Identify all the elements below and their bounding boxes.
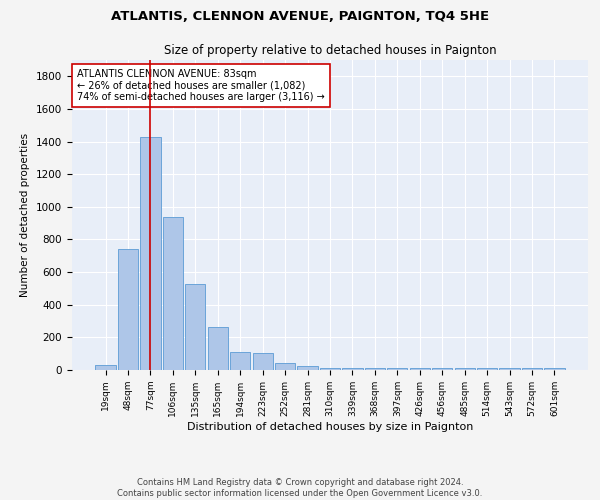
Bar xyxy=(140,136,161,370)
Bar xyxy=(320,368,340,370)
Y-axis label: Number of detached properties: Number of detached properties xyxy=(20,133,31,297)
Bar xyxy=(477,368,497,370)
Bar xyxy=(163,216,183,370)
Text: Contains HM Land Registry data © Crown copyright and database right 2024.
Contai: Contains HM Land Registry data © Crown c… xyxy=(118,478,482,498)
Bar xyxy=(499,368,520,370)
Bar xyxy=(432,368,452,370)
Bar xyxy=(544,368,565,370)
Bar xyxy=(230,352,250,370)
Bar xyxy=(275,362,295,370)
Bar xyxy=(298,366,317,370)
Bar xyxy=(455,368,475,370)
Bar xyxy=(387,368,407,370)
Bar xyxy=(95,365,116,370)
Text: ATLANTIS, CLENNON AVENUE, PAIGNTON, TQ4 5HE: ATLANTIS, CLENNON AVENUE, PAIGNTON, TQ4 … xyxy=(111,10,489,23)
Bar xyxy=(253,353,273,370)
X-axis label: Distribution of detached houses by size in Paignton: Distribution of detached houses by size … xyxy=(187,422,473,432)
Bar xyxy=(208,327,228,370)
Title: Size of property relative to detached houses in Paignton: Size of property relative to detached ho… xyxy=(164,44,496,58)
Bar xyxy=(185,284,205,370)
Bar xyxy=(365,368,385,370)
Bar xyxy=(118,250,138,370)
Bar xyxy=(343,368,362,370)
Text: ATLANTIS CLENNON AVENUE: 83sqm
← 26% of detached houses are smaller (1,082)
74% : ATLANTIS CLENNON AVENUE: 83sqm ← 26% of … xyxy=(77,70,325,102)
Bar xyxy=(522,368,542,370)
Bar xyxy=(410,368,430,370)
